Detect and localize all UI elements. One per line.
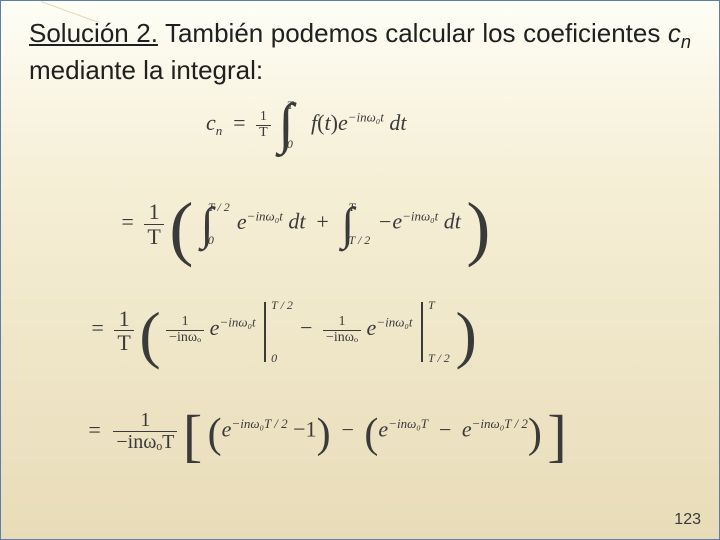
equation-4: = 1 −inωₒT [ (e−inω₀T / 2 −1) − (e−inω₀T… [81, 410, 567, 453]
cn-c: c [668, 18, 681, 48]
eq3-coeff-B: 1 −inωₒ [323, 315, 361, 345]
eq3-one-over-T: 1 T [114, 307, 133, 354]
integral-icon: ∫ T / 2 0 [199, 210, 216, 238]
integral-icon: ∫ T 0 [276, 108, 295, 142]
equation-3: = 1 T ( 1 −inωₒ e−inω₀t T / 2 0 − 1 −inω… [86, 300, 477, 360]
heading-text-2: mediante la integral: [29, 55, 263, 85]
equation-1: cn = 1 T ∫ T 0 f(t)e−inω₀t dt [206, 108, 407, 142]
rparen-icon: ) [466, 209, 490, 249]
eq1-eq: = [228, 110, 251, 135]
lparen-icon: ( [169, 209, 193, 249]
eq2-one-over-T: 1 T [144, 200, 163, 247]
heading-text-1: También podemos calcular los coeficiente… [158, 18, 668, 48]
heading: Solución 2. También podemos calcular los… [1, 1, 719, 90]
eq1-f: f [301, 110, 317, 135]
cn-n: n [681, 32, 691, 52]
eq1-c: c [206, 110, 216, 135]
heading-lead: Solución 2. [29, 18, 158, 48]
equation-2: = 1 T ( ∫ T / 2 0 e−inω₀t dt + ∫ T T / 2… [116, 200, 490, 247]
eq3-coeff-A: 1 −inωₒ [166, 315, 204, 345]
page-number: 123 [674, 511, 701, 529]
eq1-one-over-T: 1 T [256, 110, 271, 140]
eval-bar: T / 2 0 [261, 302, 269, 362]
slide: Solución 2. También podemos calcular los… [0, 0, 720, 540]
rbracket-icon: ] [547, 420, 566, 452]
eq1-n: n [216, 124, 223, 139]
eq4-bigfrac: 1 −inωₒT [113, 410, 177, 453]
eval-bar: T T / 2 [418, 302, 426, 362]
integral-icon: ∫ T T / 2 [339, 210, 356, 238]
lbracket-icon: [ [183, 420, 202, 452]
